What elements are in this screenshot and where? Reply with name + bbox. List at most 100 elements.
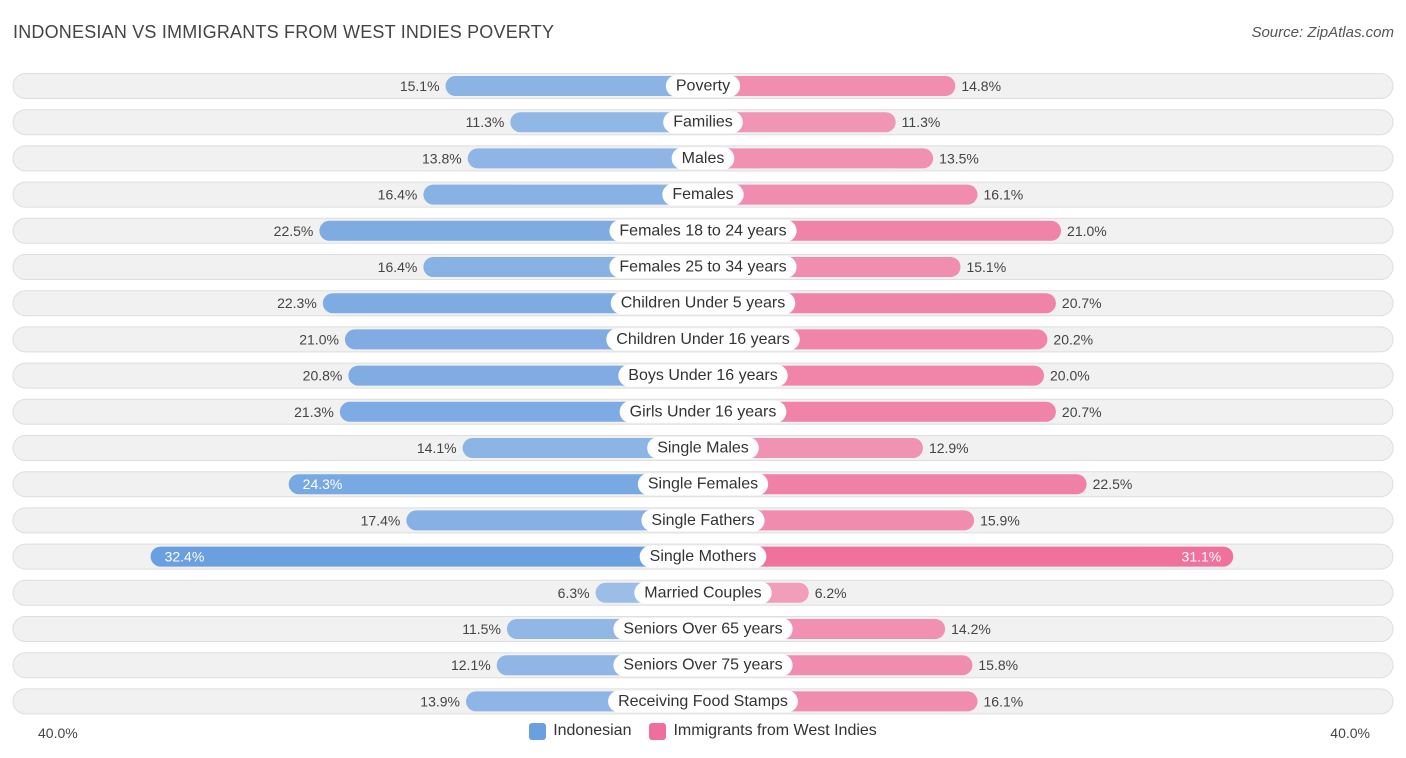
value-label-indonesian-girls-under-16-years: 21.3% [294, 404, 334, 420]
value-label-west-indies-families: 11.3% [902, 114, 941, 130]
category-label-seniors-over-75-years: Seniors Over 75 years [623, 657, 782, 674]
bar-west-indies-females [703, 184, 978, 205]
category-pill-females-18-to-24-years [609, 219, 797, 242]
category-pill-children-under-5-years [610, 292, 796, 315]
bar-west-indies-single-fathers [703, 510, 975, 531]
value-label-west-indies-females: 16.1% [984, 187, 1024, 203]
bar-west-indies-single-males [703, 438, 923, 458]
category-label-females-18-to-24-years: Females 18 to 24 years [619, 222, 786, 239]
value-label-west-indies-receiving-food-stamps: 16.1% [984, 693, 1024, 709]
category-pill-seniors-over-75-years [613, 654, 793, 677]
category-pill-females [662, 183, 744, 206]
value-label-indonesian-boys-under-16-years: 20.8% [303, 368, 343, 384]
legend-item-indonesian[interactable]: Indonesian [529, 722, 631, 740]
bar-indonesian-boys-under-16-years [348, 365, 703, 386]
category-label-poverty: Poverty [676, 78, 730, 95]
category-label-receiving-food-stamps: Receiving Food Stamps [618, 693, 788, 710]
category-pill-females-25-to-34-years [609, 256, 797, 278]
value-label-indonesian-receiving-food-stamps: 13.9% [420, 693, 460, 709]
value-label-indonesian-single-fathers: 17.4% [361, 512, 401, 528]
bar-west-indies-poverty [703, 76, 956, 96]
legend: Indonesian Immigrants from West Indies [0, 722, 1406, 740]
source-label: Source: ZipAtlas.com [1251, 24, 1394, 41]
category-pill-males [671, 147, 735, 170]
value-label-west-indies-single-mothers: 31.1% [1182, 549, 1222, 565]
category-label-males: Males [682, 150, 725, 167]
category-label-families: Families [673, 114, 733, 131]
category-pill-single-mothers [639, 545, 767, 568]
bar-west-indies-single-mothers [703, 546, 1234, 567]
value-label-indonesian-seniors-over-75-years: 12.1% [451, 657, 491, 673]
category-label-single-fathers: Single Fathers [651, 512, 754, 529]
category-label-females: Females [672, 186, 733, 203]
bar-indonesian-poverty [445, 76, 703, 96]
bar-indonesian-males [467, 148, 703, 169]
category-pill-seniors-over-65-years [613, 618, 793, 640]
value-label-indonesian-poverty: 15.1% [400, 78, 440, 94]
category-pill-receiving-food-stamps [608, 690, 798, 713]
category-label-boys-under-16-years: Boys Under 16 years [628, 367, 777, 384]
bar-indonesian-single-mothers [150, 546, 703, 567]
value-label-indonesian-children-under-16-years: 21.0% [299, 331, 339, 347]
category-label-single-males: Single Males [657, 440, 749, 457]
legend-item-west-indies[interactable]: Immigrants from West Indies [649, 722, 877, 740]
category-label-seniors-over-65-years: Seniors Over 65 years [623, 621, 782, 638]
value-label-indonesian-single-males: 14.1% [417, 440, 457, 456]
value-label-indonesian-females-25-to-34-years: 16.4% [378, 259, 418, 275]
bar-indonesian-girls-under-16-years [339, 401, 703, 422]
bar-indonesian-single-females [288, 474, 703, 495]
category-pill-married-couples [634, 581, 772, 604]
category-label-females-25-to-34-years: Females 25 to 34 years [619, 259, 786, 276]
value-label-indonesian-females: 16.4% [378, 187, 418, 203]
bar-indonesian-families [510, 112, 703, 133]
value-label-west-indies-single-females: 22.5% [1093, 476, 1133, 492]
category-pill-boys-under-16-years [618, 364, 788, 387]
category-pill-single-fathers [641, 509, 765, 532]
bar-indonesian-single-fathers [406, 510, 703, 531]
bar-west-indies-males [703, 148, 934, 169]
category-label-children-under-5-years: Children Under 5 years [621, 295, 786, 312]
category-pill-girls-under-16-years [619, 400, 787, 423]
category-pill-children-under-16-years [606, 328, 800, 351]
value-label-west-indies-girls-under-16-years: 20.7% [1062, 404, 1102, 420]
category-pill-single-males [647, 437, 759, 459]
value-label-west-indies-single-males: 12.9% [929, 440, 969, 456]
category-pill-single-females [637, 473, 769, 496]
category-label-married-couples: Married Couples [644, 584, 761, 601]
value-label-indonesian-single-mothers: 32.4% [165, 549, 205, 565]
value-label-west-indies-females-18-to-24-years: 21.0% [1067, 223, 1107, 239]
bar-indonesian-females-18-to-24-years [319, 220, 703, 241]
value-label-west-indies-married-couples: 6.2% [815, 585, 847, 601]
value-label-indonesian-seniors-over-65-years: 11.5% [462, 621, 501, 637]
bar-indonesian-females [423, 184, 703, 205]
value-label-indonesian-married-couples: 6.3% [558, 585, 590, 601]
value-label-west-indies-children-under-5-years: 20.7% [1062, 295, 1102, 311]
bar-west-indies-single-females [703, 474, 1087, 495]
category-label-children-under-16-years: Children Under 16 years [616, 331, 789, 348]
bar-west-indies-girls-under-16-years [703, 401, 1056, 422]
bar-west-indies-families [703, 112, 896, 133]
category-label-single-females: Single Females [648, 476, 758, 493]
legend-label-west-indies: Immigrants from West Indies [673, 722, 877, 739]
value-label-indonesian-males: 13.8% [422, 150, 462, 166]
value-label-west-indies-boys-under-16-years: 20.0% [1050, 368, 1090, 384]
value-label-west-indies-females-25-to-34-years: 15.1% [966, 259, 1006, 275]
chart-title: INDONESIAN VS IMMIGRANTS FROM WEST INDIE… [13, 22, 555, 42]
value-label-west-indies-poverty: 14.8% [961, 78, 1001, 94]
legend-label-indonesian: Indonesian [553, 722, 632, 739]
value-label-west-indies-seniors-over-65-years: 14.2% [951, 621, 991, 637]
value-label-west-indies-males: 13.5% [939, 150, 979, 166]
value-label-indonesian-females-18-to-24-years: 22.5% [274, 223, 314, 239]
value-label-indonesian-families: 11.3% [466, 114, 505, 130]
legend-swatch-west-indies [649, 722, 667, 740]
category-label-girls-under-16-years: Girls Under 16 years [630, 403, 777, 420]
bar-west-indies-boys-under-16-years [703, 365, 1044, 386]
axis-min-label: 40.0% [38, 725, 78, 741]
category-pill-poverty [665, 75, 741, 97]
value-label-west-indies-children-under-16-years: 20.2% [1053, 331, 1093, 347]
value-label-west-indies-single-fathers: 15.9% [980, 512, 1020, 528]
category-label-single-mothers: Single Mothers [650, 548, 757, 565]
bar-indonesian-children-under-5-years [322, 293, 703, 314]
category-pill-families [663, 111, 743, 134]
value-label-west-indies-seniors-over-75-years: 15.8% [978, 657, 1018, 673]
